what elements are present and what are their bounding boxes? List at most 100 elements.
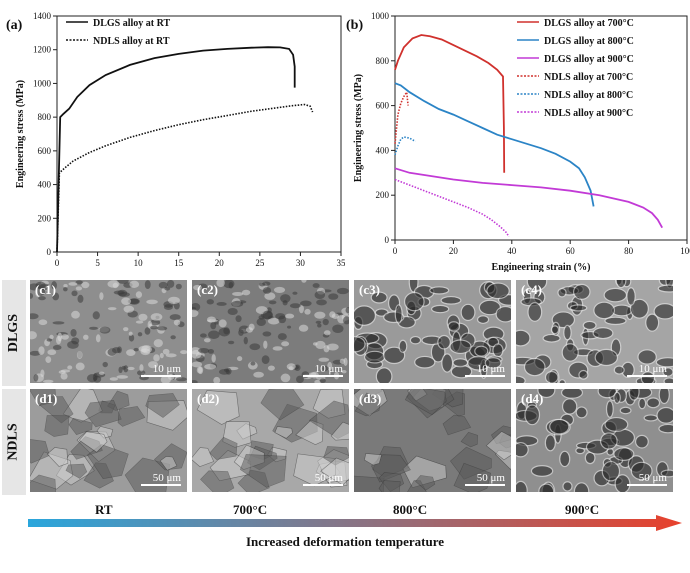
series-line-6 — [394, 178, 510, 238]
series-line-3 — [394, 167, 663, 229]
sem-image-tag: (c4) — [521, 282, 542, 297]
x-tick-label: 35 — [337, 258, 346, 268]
x-tick-label: 15 — [174, 258, 184, 268]
y-tick-label: 600 — [38, 146, 52, 156]
legend-label-1: DLGS alloy at 700°C — [544, 18, 634, 29]
bottom-axis-title: Increased deformation temperature — [245, 534, 445, 549]
y-tick-label: 200 — [38, 213, 52, 223]
legend-label-5: NDLS alloy at 800°C — [544, 90, 633, 101]
sem-image-tag: (c1) — [35, 282, 56, 297]
scale-bar-label: 10 μm — [152, 363, 181, 375]
temperature-gradient-arrow — [28, 515, 682, 531]
y-tick-label: 1200 — [33, 45, 52, 55]
scale-bar — [465, 484, 505, 486]
x-axis-label: Engineering strain (%) — [492, 262, 591, 272]
y-tick-label: 400 — [38, 180, 52, 190]
sem-texture — [516, 280, 673, 383]
sem-texture — [30, 280, 187, 383]
sem-image-3: (c3) 10 μm — [354, 280, 511, 383]
scale-bar-label: 10 μm — [314, 363, 343, 375]
panel-b-letter: (b) — [346, 18, 364, 33]
scale-bar — [303, 484, 343, 486]
sem-image-2: (c2) 10 μm — [192, 280, 349, 383]
x-tick-label: 20 — [449, 246, 459, 256]
x-tick-label: 25 — [255, 258, 265, 268]
legend-label-2: DLGS alloy at 800°C — [544, 36, 634, 47]
sem-image-6: (d2) 50 μm — [192, 389, 349, 492]
x-tick-label: 0 — [393, 246, 398, 256]
x-tick-label: 5 — [95, 258, 100, 268]
y-tick-label: 800 — [38, 112, 52, 122]
y-tick-label: 200 — [376, 190, 390, 200]
x-tick-label: 10 — [134, 258, 144, 268]
y-tick-label: 0 — [385, 235, 390, 245]
legend-label-4: NDLS alloy at 700°C — [544, 72, 633, 83]
series-line-2 — [56, 103, 314, 253]
sem-image-tag: (c3) — [359, 282, 380, 297]
legend-label-2: NDLS alloy at RT — [93, 36, 170, 47]
x-tick-label: 30 — [296, 258, 306, 268]
temperature-label-rt: RT — [95, 502, 113, 517]
scale-bar — [141, 484, 181, 486]
plot-frame — [56, 15, 342, 253]
sem-texture — [192, 280, 349, 383]
temperature-label-800: 800°C — [393, 502, 428, 517]
y-tick-label: 1400 — [33, 11, 52, 21]
sem-image-5: (d1) 50 μm — [30, 389, 187, 492]
sem-image-8: (d4) 50 μm — [516, 389, 673, 492]
series-line-4 — [394, 89, 409, 144]
x-tick-label: 20 — [215, 258, 225, 268]
panel-a-letter: (a) — [6, 18, 23, 33]
y-axis-label: Engineering stress (MPa) — [353, 74, 364, 182]
scale-bar-label: 10 μm — [638, 363, 667, 375]
series-line-1 — [56, 46, 296, 253]
series-line-2 — [394, 82, 595, 207]
sem-image-tag: (d3) — [359, 391, 382, 406]
scale-bar-label: 10 μm — [476, 363, 505, 375]
series-line-1 — [394, 34, 506, 173]
x-tick-label: 40 — [507, 246, 517, 256]
temperature-label-700: 700°C — [233, 502, 268, 517]
x-tick-label: 0 — [55, 258, 60, 268]
sem-texture — [354, 280, 511, 383]
sem-image-1: (c1) 10 μm — [30, 280, 187, 383]
y-tick-label: 400 — [376, 145, 390, 155]
chart-a: 0 5 10 15 20 25 30 35 0 200 400 600 800 1000 1200 1400 E… — [15, 11, 346, 268]
scale-bar-label: 50 μm — [638, 472, 667, 484]
sem-image-7: (d3) 50 μm — [354, 389, 511, 492]
y-tick-label: 600 — [376, 101, 390, 111]
sem-image-tag: (d1) — [35, 391, 58, 406]
y-tick-label: 1000 — [33, 78, 52, 88]
sem-image-tag: (d2) — [197, 391, 220, 406]
sem-texture — [30, 389, 187, 492]
chart-b: 02040608010002004006008001000Engineering… — [353, 11, 690, 272]
y-tick-label: 0 — [47, 247, 52, 257]
sem-image-tag: (d4) — [521, 391, 544, 406]
scale-bar-label: 50 μm — [314, 472, 343, 484]
scale-bar-label: 50 μm — [152, 472, 181, 484]
legend-label-1: DLGS alloy at RT — [93, 18, 170, 29]
temperature-label-900: 900°C — [565, 502, 600, 517]
sem-texture — [516, 389, 673, 492]
plot-frame — [394, 15, 688, 241]
row-label-ndls: NDLS — [2, 389, 26, 495]
y-axis-label: Engineering stress (MPa) — [15, 80, 26, 188]
legend-label-3: DLGS alloy at 900°C — [544, 54, 634, 65]
y-tick-label: 800 — [376, 56, 390, 66]
scale-bar — [141, 375, 181, 377]
sem-image-tag: (c2) — [197, 282, 218, 297]
legend-label-6: NDLS alloy at 900°C — [544, 108, 633, 119]
scale-bar — [627, 484, 667, 486]
series-line-5 — [394, 136, 416, 156]
row-label-dlgs: DLGS — [2, 280, 26, 386]
sem-image-4: (c4) 10 μm — [516, 280, 673, 383]
y-tick-label: 1000 — [371, 11, 390, 21]
sem-texture — [354, 389, 511, 492]
scale-bar-label: 50 μm — [476, 472, 505, 484]
x-tick-label: 60 — [566, 246, 576, 256]
sem-texture — [192, 389, 349, 492]
scale-bar — [465, 375, 505, 377]
scale-bar — [303, 375, 343, 377]
x-tick-label: 100 — [680, 246, 690, 256]
x-tick-label: 80 — [624, 246, 634, 256]
